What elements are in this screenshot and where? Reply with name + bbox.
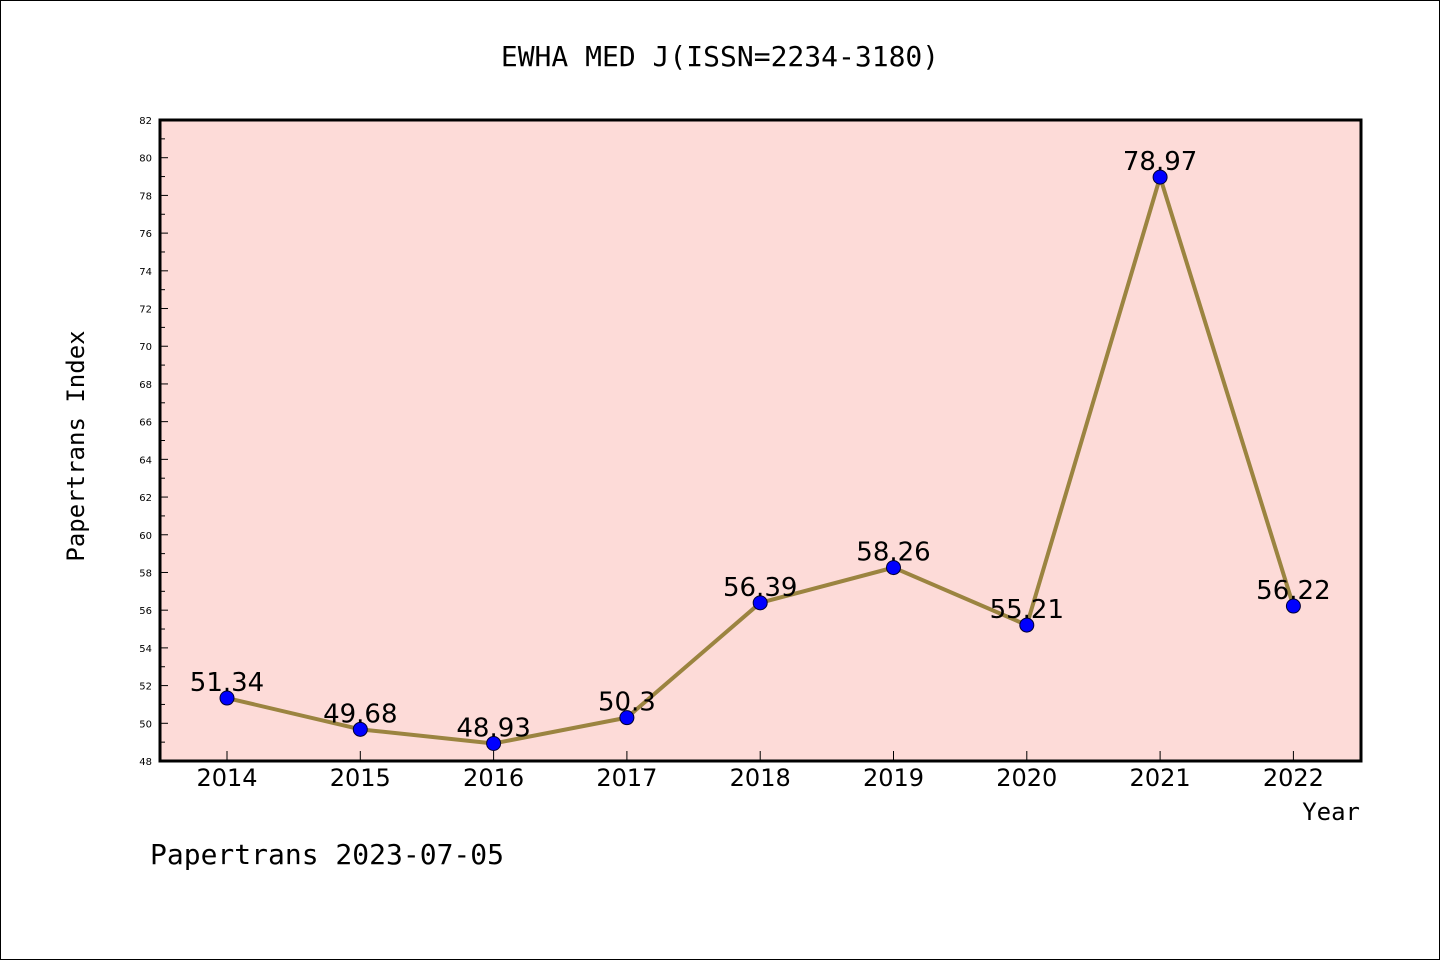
data-label: 58.26 [856, 538, 930, 568]
data-label: 56.22 [1256, 576, 1330, 606]
data-label: 49.68 [323, 699, 397, 729]
x-tick-label: 2016 [463, 764, 524, 792]
chart-title: EWHA MED J(ISSN=2234-3180) [501, 40, 939, 73]
data-point [886, 560, 901, 576]
y-tick-label: 70 [139, 342, 152, 353]
data-point [752, 595, 768, 611]
y-tick-label: 72 [139, 305, 152, 316]
y-tick-label: 82 [139, 116, 152, 127]
x-tick-label: 2018 [730, 764, 791, 792]
series-layer: 51.34 49.68 48.93 50.3 56.39 58.26 55.21 78.97 5… [190, 147, 1331, 751]
data-label: 48.93 [456, 713, 530, 743]
plot-area [160, 120, 1361, 761]
data-label: 78.97 [1123, 147, 1197, 177]
x-tick-label: 2017 [596, 764, 657, 792]
x-tick-label: 2020 [996, 764, 1057, 792]
footer-credit: Papertrans 2023-07-05 [150, 838, 504, 871]
data-label: 55.21 [990, 595, 1064, 625]
y-tick-label: 68 [139, 380, 152, 391]
y-tick-label: 54 [139, 644, 152, 655]
x-axis-ticks: 2014 2015 2016 2017 2018 2019 2020 2021 2022 [196, 751, 1324, 792]
x-tick-label: 2014 [196, 764, 257, 792]
x-axis-label: Year [1302, 798, 1360, 826]
y-tick-label: 64 [139, 455, 152, 466]
data-label: 50.3 [598, 688, 656, 718]
data-point [486, 735, 502, 751]
data-point [1285, 598, 1301, 614]
y-tick-label: 80 [139, 154, 152, 165]
y-tick-label: 74 [139, 267, 152, 278]
x-tick-label: 2019 [863, 764, 924, 792]
data-point [1019, 617, 1035, 633]
y-axis-ticks: 48 50 52 54 56 58 60 62 64 66 68 70 72 74 76 78 80 82 [139, 116, 168, 768]
y-tick-label: 52 [139, 682, 152, 693]
y-tick-label: 50 [139, 719, 152, 730]
y-tick-label: 60 [139, 531, 152, 542]
data-point [219, 690, 235, 706]
x-tick-label: 2015 [330, 764, 391, 792]
y-axis-label: Papertrans Index [62, 330, 90, 561]
x-tick-label: 2021 [1130, 764, 1191, 792]
x-tick-label: 2022 [1263, 764, 1324, 792]
y-tick-label: 66 [139, 418, 152, 429]
y-tick-label: 56 [139, 606, 152, 617]
data-label: 56.39 [723, 573, 797, 603]
plot-border [158, 118, 1363, 763]
y-tick-label: 76 [139, 229, 152, 240]
data-point [619, 710, 635, 726]
data-point [352, 721, 368, 737]
y-tick-label: 62 [139, 493, 152, 504]
y-tick-label: 78 [139, 191, 152, 202]
y-tick-label: 58 [139, 568, 152, 579]
y-tick-label: 48 [139, 757, 152, 768]
data-label: 51.34 [190, 668, 264, 698]
data-point [1152, 169, 1168, 185]
